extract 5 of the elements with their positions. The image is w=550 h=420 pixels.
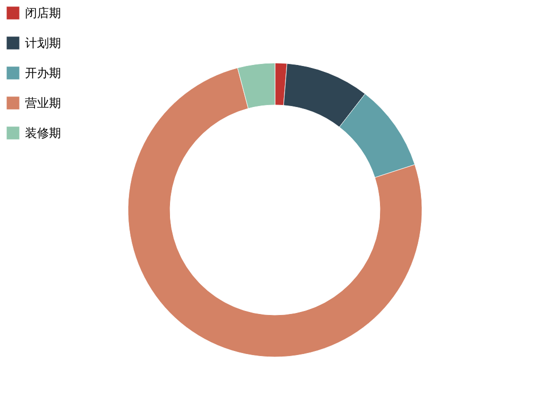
legend-label: 装修期 — [25, 126, 61, 140]
legend-label: 闭店期 — [25, 6, 61, 20]
legend-label: 计划期 — [25, 36, 61, 50]
legend-label: 开办期 — [25, 66, 61, 80]
legend-label: 营业期 — [25, 96, 61, 110]
